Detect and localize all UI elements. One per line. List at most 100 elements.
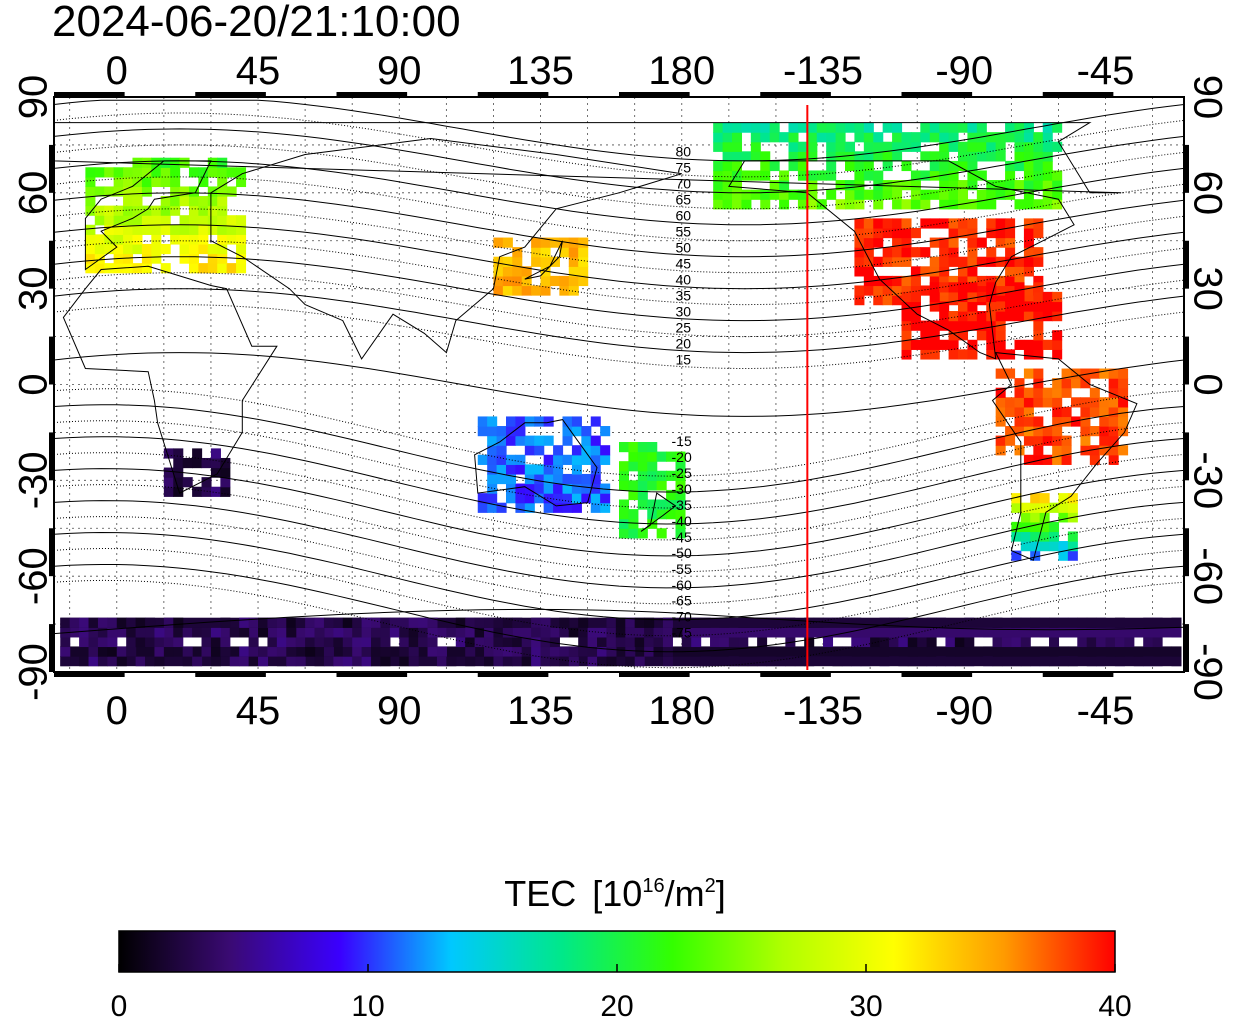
tec-cell [487, 454, 498, 465]
tec-cell [769, 132, 780, 143]
tec-cell [543, 416, 554, 427]
tec-cell [691, 636, 702, 648]
tec-cell [578, 237, 589, 248]
tec-cell [986, 141, 997, 152]
tec-cell [750, 122, 761, 133]
tec-cell [1042, 291, 1053, 303]
tec-cell [976, 199, 987, 210]
tec-cell [1152, 636, 1163, 648]
tec-cell [1033, 330, 1044, 341]
mlat-label: 30 [676, 303, 692, 319]
tec-cell [217, 224, 228, 235]
tec-cell [123, 224, 134, 235]
tec-cell [920, 247, 931, 258]
tec-cell [1033, 454, 1044, 465]
mlat-contour [54, 192, 1184, 258]
tec-cell [276, 656, 287, 667]
tec-cell [958, 189, 969, 200]
tec-cell [948, 237, 959, 248]
tec-cell [399, 636, 410, 648]
tec-cell [958, 256, 969, 267]
frame-tick-right [1184, 432, 1189, 481]
tec-cell [160, 167, 171, 178]
tec-cell [1080, 435, 1091, 446]
tec-cell [615, 636, 626, 648]
tec-cell [929, 339, 940, 350]
tec-cell [361, 656, 372, 667]
tec-cell [807, 141, 818, 152]
tec-cell [1067, 541, 1078, 552]
tec-cell [634, 617, 645, 628]
mlat-label: -55 [672, 561, 692, 577]
tec-cell [637, 480, 648, 491]
frame-tick-bottom [477, 672, 549, 677]
tec-cell [549, 275, 560, 287]
tec-cell [600, 483, 611, 494]
tec-cell [779, 132, 790, 143]
coastline [728, 160, 1075, 360]
tec-cell [540, 247, 551, 258]
tec-cell [797, 160, 808, 172]
tec-cell [939, 256, 950, 267]
tec-cell [986, 349, 997, 360]
tec-cell [427, 636, 438, 648]
tec-cell [860, 636, 871, 648]
tec-cell [615, 617, 626, 628]
tec-cell [967, 291, 978, 303]
tec-cell [160, 196, 171, 207]
mlat-contour [54, 579, 1184, 669]
tec-cell [151, 234, 162, 245]
tec-cell [590, 435, 601, 446]
tec-cell [590, 416, 601, 427]
tec-cell [1023, 132, 1034, 143]
lat-tick-left: 0 [12, 373, 56, 395]
tec-cell [920, 349, 931, 360]
tec-cell [568, 247, 579, 258]
tec-cell [512, 275, 523, 287]
tec-cell [948, 180, 959, 191]
tec-cell [976, 330, 987, 341]
tec-cell [948, 132, 959, 143]
tec-cell [995, 189, 1006, 200]
tec-cell [578, 247, 589, 258]
tec-cell [182, 477, 193, 488]
tec-cell [797, 141, 808, 152]
tec-cell [910, 170, 921, 181]
tec-cell [94, 263, 105, 274]
tec-cell [619, 509, 630, 520]
tec-cell [113, 243, 124, 255]
tec-cell [939, 301, 950, 312]
tec-cell [788, 151, 799, 162]
tec-cell [619, 461, 630, 472]
tec-cell [637, 442, 648, 453]
tec-cell [352, 656, 363, 667]
tec-cell [619, 518, 630, 529]
tec-cell [1052, 397, 1063, 408]
tec-cell [229, 656, 240, 667]
tec-cell [854, 218, 865, 229]
tec-cell [1080, 445, 1091, 456]
tec-cell [882, 275, 893, 287]
tec-cell [1108, 454, 1119, 465]
lat-tick-right: 30 [1185, 266, 1229, 311]
lat-tick-left: 60 [12, 171, 56, 216]
tec-cell [135, 656, 146, 667]
tec-cell [892, 295, 903, 306]
tec-cell [713, 141, 724, 152]
tec-cell [248, 646, 259, 657]
coastline [62, 265, 278, 494]
tec-cell [986, 330, 997, 341]
tec-cell [188, 224, 199, 235]
tec-cell [543, 483, 554, 494]
tec-cell [487, 493, 498, 504]
tec-cell [220, 617, 231, 628]
tec-cell [198, 205, 209, 216]
colorbar-tick-label: 40 [1098, 990, 1131, 1021]
tec-cell [892, 247, 903, 258]
tec-cell [1071, 378, 1082, 389]
tec-cell [173, 477, 184, 488]
tec-cell [1118, 416, 1129, 427]
mlat-contour [54, 304, 1184, 370]
tec-cell [1001, 636, 1012, 648]
tec-cell [873, 189, 884, 200]
